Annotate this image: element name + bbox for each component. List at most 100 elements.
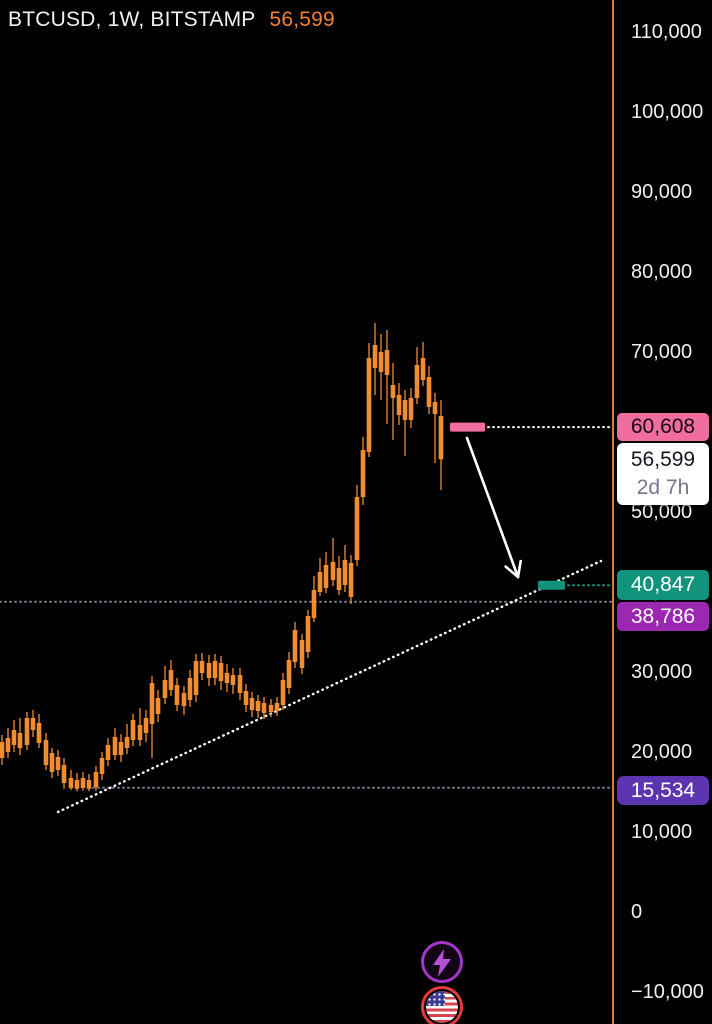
candle-body: [218, 663, 224, 681]
axis-tick-label: −10,000: [631, 981, 704, 1003]
candle-body: [93, 772, 99, 787]
candle-body: [311, 590, 317, 618]
candle-body: [255, 701, 261, 711]
teal-level-marker[interactable]: [538, 580, 565, 590]
axis-tick-label: 90,000: [631, 181, 693, 203]
candle-body: [408, 398, 414, 420]
candle-body: [274, 703, 280, 711]
pink-level-marker[interactable]: [450, 422, 485, 432]
candle-body: [212, 661, 218, 678]
candle-body: [36, 723, 42, 743]
candle-body: [206, 663, 212, 678]
candle-body: [268, 705, 274, 712]
candle-body: [261, 703, 267, 713]
candle-body: [286, 660, 292, 688]
price-axis[interactable]: 110,000100,00090,00080,00070,00060,00050…: [612, 0, 712, 1024]
candle-body: [181, 693, 187, 706]
symbol-label: BTCUSD, 1W, BITSTAMP: [8, 8, 256, 31]
candle-body: [193, 661, 199, 695]
candle-body: [124, 737, 130, 748]
candle-body: [199, 661, 205, 673]
axis-tick-label: 0: [631, 901, 643, 923]
candle-body: [249, 698, 255, 710]
candle-body: [372, 345, 378, 368]
candle-body: [187, 678, 193, 700]
candle-body: [330, 562, 336, 580]
candle-body: [366, 358, 372, 452]
candle-body: [137, 725, 143, 740]
candle-body: [280, 680, 286, 705]
candle-body: [390, 385, 396, 398]
candle-body: [24, 718, 30, 745]
axis-tick-label: 50,000: [631, 501, 693, 523]
axis-tick-label: 100,000: [631, 101, 704, 123]
candle-body: [336, 568, 342, 590]
candle-body: [143, 718, 149, 733]
current-price-value: 56,599: [630, 448, 696, 472]
candle-body: [317, 572, 323, 592]
candle-body: [130, 720, 136, 740]
candle-body: [323, 565, 329, 588]
candle-body: [17, 733, 23, 748]
candle-body: [149, 683, 155, 724]
arrow-head: [516, 559, 522, 579]
us-flag-icon[interactable]: [421, 986, 463, 1024]
candle-countdown: 2d 7h: [636, 476, 690, 500]
candle-body: [80, 778, 86, 788]
candle-body: [378, 352, 384, 372]
candle-body: [438, 416, 444, 460]
candle-body: [299, 640, 305, 668]
lightning-icon[interactable]: [421, 941, 463, 983]
symbol-title-bar[interactable]: BTCUSD, 1W, BITSTAMP 56,599: [8, 8, 335, 32]
axis-tick-label: 110,000: [631, 21, 702, 43]
candle-body: [43, 740, 49, 765]
price-tag-38786: 38,786: [617, 602, 709, 632]
candle-body: [49, 753, 55, 772]
candle-body: [348, 563, 354, 597]
trendline[interactable]: [56, 559, 603, 814]
candle-body: [118, 742, 124, 755]
price-chart[interactable]: [0, 0, 614, 1024]
candle-body: [86, 780, 92, 789]
candle-body: [74, 780, 80, 789]
axis-tick-label: 80,000: [631, 261, 693, 283]
axis-tick-label: 70,000: [631, 341, 693, 363]
candle-body: [68, 778, 74, 788]
candle-body: [174, 685, 180, 705]
axis-tick-label: 30,000: [631, 661, 693, 683]
candle-body: [168, 670, 174, 690]
candle-body: [414, 365, 420, 398]
candle-body: [237, 675, 243, 693]
candle-body: [426, 377, 432, 407]
candle-body: [402, 400, 408, 420]
candle-body: [0, 742, 5, 758]
candle-body: [354, 497, 360, 560]
candle-body: [112, 737, 118, 755]
candle-body: [243, 691, 249, 705]
candle-body: [61, 765, 67, 783]
axis-tick-label: 10,000: [631, 821, 693, 843]
candle-body: [11, 730, 17, 745]
candle-body: [224, 673, 230, 683]
price-tag-60608: 60,608: [617, 413, 709, 442]
candle-body: [396, 395, 402, 415]
price-tag-15534: 15,534: [617, 775, 709, 805]
candle-body: [230, 675, 236, 685]
candle-body: [5, 738, 11, 752]
arrow-drawing[interactable]: [465, 436, 520, 579]
price-tag-40847: 40,847: [617, 570, 709, 601]
us-flag-stripes: [426, 991, 458, 1023]
candle-body: [162, 680, 168, 698]
candle-body: [360, 450, 366, 497]
symbol-price: 56,599: [269, 8, 335, 31]
candle-body: [55, 757, 61, 770]
candle-body: [384, 350, 390, 375]
candle-body: [432, 402, 438, 414]
us-flag-canton: [426, 991, 445, 1006]
candle-body: [420, 358, 426, 380]
candle-body: [105, 745, 111, 760]
axis-tick-label: 20,000: [631, 741, 693, 763]
current-price-tag: 56,599 2d 7h: [617, 443, 709, 506]
candle-body: [155, 698, 161, 714]
